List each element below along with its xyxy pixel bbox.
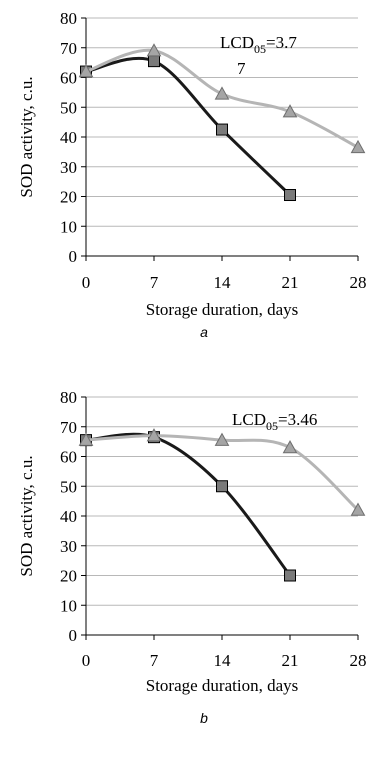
x-tick-label: 14 [214, 651, 232, 670]
x-tick-label: 21 [282, 273, 299, 292]
y-tick-label: 80 [60, 9, 77, 28]
lcd-subscript: 05 [254, 42, 266, 56]
data-point-triangle [214, 432, 230, 446]
x-tick-label: 0 [82, 273, 91, 292]
data-point-triangle [350, 502, 366, 516]
x-tick-label: 21 [282, 651, 299, 670]
chart-panel-b: 0 10 20 30 40 50 60 70 80 0 7 14 21 28 Storage duratio… [17, 388, 367, 726]
y-tick-label: 60 [60, 69, 77, 88]
data-point-triangle [78, 432, 94, 446]
y-tick-label: 0 [69, 247, 78, 266]
x-tick-label: 14 [214, 273, 232, 292]
data-point-triangle [350, 139, 366, 154]
y-tick-label: 10 [60, 596, 77, 615]
x-axis-title: Storage duration, days [146, 300, 299, 319]
y-tick-label: 50 [60, 477, 77, 496]
y-tick-label: 40 [60, 128, 77, 147]
data-point-square [284, 189, 296, 202]
y-axis-title: SOD activity, c.u. [17, 76, 36, 197]
x-axis-title: Storage duration, days [146, 676, 299, 695]
lcd-annotation: LCD05=3.46 [232, 410, 317, 433]
y-tick-label: 50 [60, 98, 77, 117]
y-tick-label: 30 [60, 158, 77, 177]
series-line-square [84, 432, 292, 577]
data-point-square [216, 480, 228, 493]
data-point-triangle [146, 428, 162, 442]
x-tick-label: 7 [150, 273, 159, 292]
lcd-value: =3.7 [266, 33, 297, 52]
data-point-triangle [214, 86, 230, 100]
lcd-subscript: 05 [266, 419, 278, 433]
lcd-main: LCD [220, 33, 254, 52]
y-tick-label: 80 [60, 388, 77, 407]
lcd-main: LCD [232, 410, 266, 429]
chart-panel-a: 0 10 20 30 40 50 60 70 80 0 7 14 21 28 Storage duratio… [17, 9, 367, 340]
data-point-square [216, 123, 228, 136]
y-tick-label: 0 [69, 626, 78, 645]
y-tick-label: 70 [60, 418, 77, 437]
panel-label: b [200, 710, 208, 726]
y-tick-label: 20 [60, 188, 77, 207]
panel-label: a [200, 324, 208, 340]
y-tick-label: 10 [60, 217, 77, 236]
lcd-value: =3.46 [278, 410, 317, 429]
x-tick-label: 28 [350, 651, 367, 670]
y-tick-label: 70 [60, 39, 77, 58]
x-tick-label: 28 [350, 273, 367, 292]
lcd-annotation: LCD05=3.7 [220, 33, 297, 56]
y-axis-title: SOD activity, c.u. [17, 455, 36, 576]
x-tick-label: 7 [150, 651, 159, 670]
y-tick-label: 40 [60, 507, 77, 526]
x-tick-label: 0 [82, 651, 91, 670]
data-point-triangle [78, 64, 94, 78]
series-line-square [84, 56, 292, 197]
data-point-square [284, 569, 296, 582]
data-point-triangle [282, 440, 298, 454]
lcd-value-wrap: 7 [237, 59, 246, 78]
y-tick-label: 30 [60, 537, 77, 556]
data-point-triangle [146, 43, 162, 57]
y-tick-label: 60 [60, 448, 77, 467]
data-point-square [148, 55, 160, 68]
data-point-triangle [282, 104, 298, 118]
series-line-triangle [84, 434, 360, 512]
y-tick-label: 20 [60, 567, 77, 586]
